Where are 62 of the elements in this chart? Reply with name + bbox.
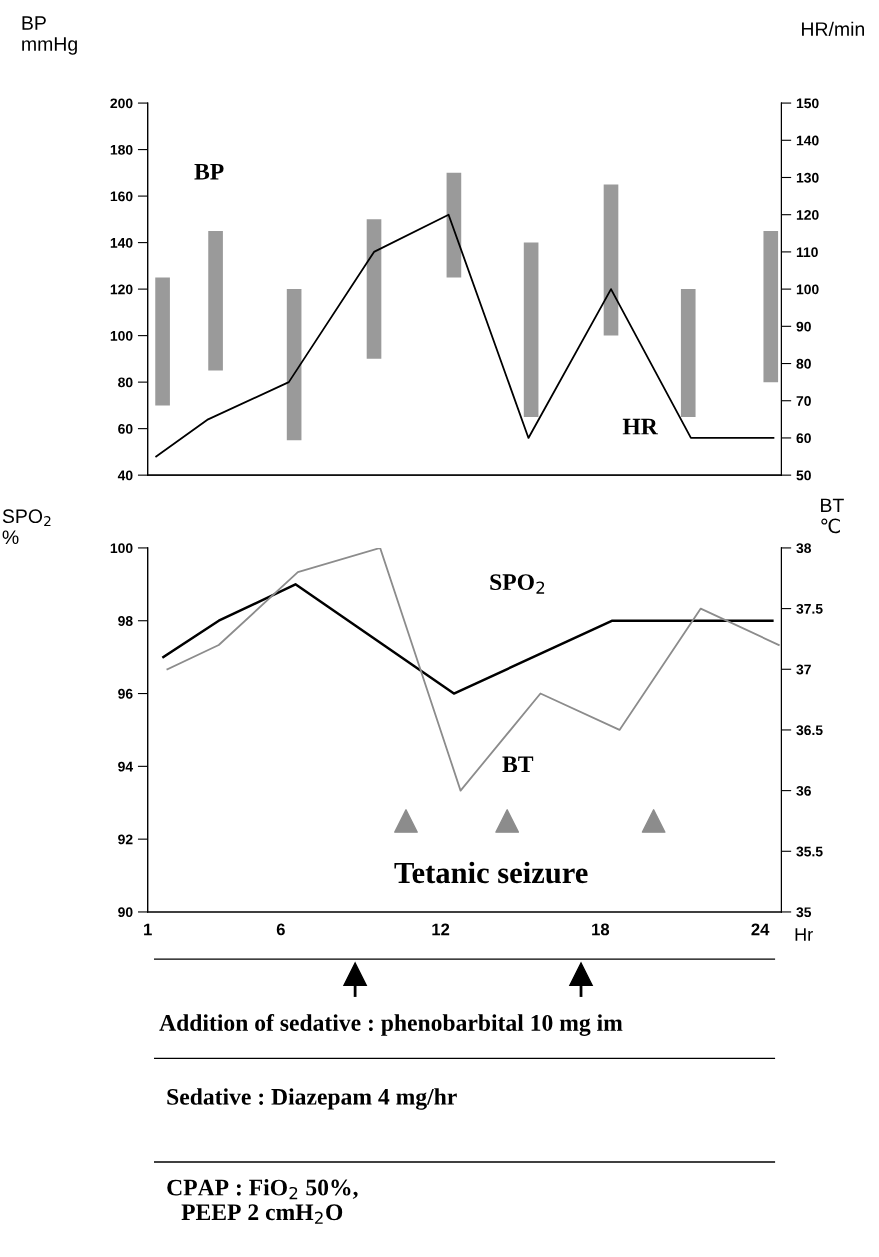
y2-tick-label: 90: [796, 321, 811, 332]
x-tick-label: 18: [592, 923, 610, 936]
y-tick-label: 80: [118, 377, 133, 388]
x-tick-label: 12: [432, 923, 450, 936]
y-tick-label: 98: [118, 616, 133, 626]
bar: [208, 230, 223, 371]
y2-tick-label: 38: [796, 543, 812, 554]
bar: [366, 219, 382, 359]
bar: [446, 172, 462, 278]
text: SPO$_{2}$ %: [2, 509, 51, 545]
x-tick-label: 24: [751, 923, 770, 936]
y-tick-label: 40: [117, 470, 133, 481]
y-tick-label: 120: [110, 284, 133, 295]
y-tick-label: 140: [110, 237, 133, 248]
y2-axis-title: HR/min: [802, 21, 864, 36]
y2-tick-label: 36.5: [796, 725, 823, 736]
annotation: BP: [194, 163, 224, 180]
y2-tick-label: 110: [796, 247, 818, 258]
x-tick-label: 1: [144, 923, 152, 936]
y-tick-label: 60: [118, 423, 133, 434]
y2-tick-label: 150: [796, 98, 819, 109]
annotation: BT: [502, 756, 534, 773]
y2-tick-label: 80: [796, 358, 811, 369]
y-tick-label: 92: [118, 834, 133, 845]
y-tick-label: 100: [110, 330, 133, 341]
y2-tick-label: 37: [796, 664, 811, 675]
bar: [680, 289, 696, 418]
bar: [155, 277, 170, 406]
annotation: SPO$_{2}$: [490, 574, 545, 594]
y-tick-label: 200: [110, 98, 133, 109]
y2-tick-label: 50: [796, 470, 811, 481]
y2-tick-label: 100: [796, 284, 819, 295]
y-axis-title: BP mmHg: [22, 16, 77, 55]
annotation: HR: [622, 418, 659, 435]
y2-tick-label: 60: [796, 433, 811, 444]
y-tick-label: 160: [110, 191, 133, 202]
y2-tick-label: 37.5: [796, 603, 823, 614]
y2-tick-label: 35.5: [796, 846, 823, 857]
bar: [523, 242, 539, 418]
annotation: Tetanic seizure: [394, 861, 588, 884]
text: CPAP : FiO$_{2}$ 50%, PEEP 2 cmH$_{2}$O: [167, 1178, 358, 1224]
y-tick-label: 180: [110, 144, 133, 155]
y2-tick-label: 120: [796, 210, 819, 220]
y-tick-label: 100: [110, 543, 133, 554]
x-axis-title: Hr: [795, 928, 813, 941]
y2-tick-label: 36: [796, 785, 811, 796]
y2-tick-label: 35: [796, 907, 812, 918]
line-series: [155, 213, 775, 458]
text: Addition of sedative : phenobarbital 10 mg im: [159, 1014, 623, 1036]
bar: [763, 230, 779, 383]
text: Sedative : Diazepam 4 mg/hr: [167, 1088, 457, 1110]
y-tick-label: 96: [118, 688, 133, 699]
bar: [286, 289, 302, 441]
line-series: [166, 547, 780, 792]
y-tick-label: 90: [118, 907, 133, 918]
y2-axis-title: BT ℃: [821, 498, 844, 534]
y2-tick-label: 140: [796, 135, 819, 146]
bar: [603, 184, 619, 336]
y-tick-label: 94: [118, 761, 134, 772]
y2-tick-label: 70: [796, 396, 811, 406]
y2-tick-label: 130: [796, 172, 819, 183]
x-tick-label: 6: [276, 923, 285, 936]
